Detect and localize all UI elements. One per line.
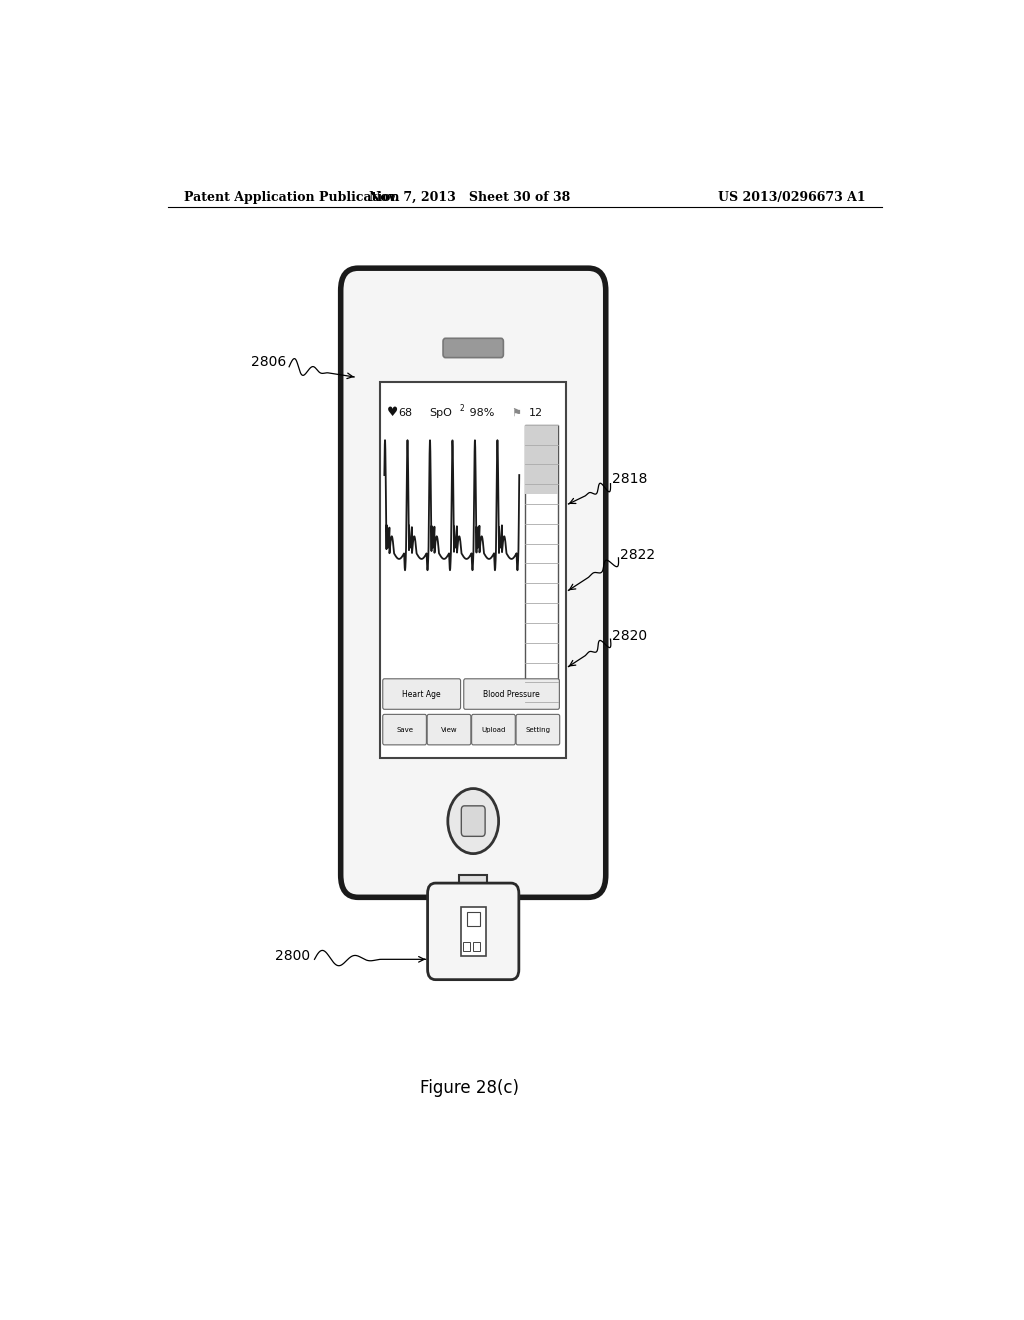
Text: 2820: 2820 bbox=[612, 630, 647, 643]
FancyBboxPatch shape bbox=[443, 338, 504, 358]
Bar bbox=[524, 425, 558, 494]
Text: Figure 28(c): Figure 28(c) bbox=[420, 1080, 519, 1097]
FancyBboxPatch shape bbox=[383, 714, 426, 744]
Text: Save: Save bbox=[396, 726, 413, 733]
Text: ♥: ♥ bbox=[387, 407, 398, 418]
FancyBboxPatch shape bbox=[464, 678, 559, 709]
Text: 2806: 2806 bbox=[251, 355, 287, 368]
Text: Patent Application Publication: Patent Application Publication bbox=[183, 190, 399, 203]
Text: 2818: 2818 bbox=[612, 471, 647, 486]
Bar bbox=[463, 941, 470, 950]
Text: Blood Pressure: Blood Pressure bbox=[483, 689, 540, 698]
FancyBboxPatch shape bbox=[383, 678, 461, 709]
Text: Setting: Setting bbox=[525, 726, 550, 733]
FancyBboxPatch shape bbox=[341, 268, 606, 898]
Text: 2822: 2822 bbox=[620, 548, 655, 562]
FancyBboxPatch shape bbox=[427, 714, 471, 744]
Text: Heart Age: Heart Age bbox=[402, 689, 441, 698]
FancyBboxPatch shape bbox=[516, 714, 560, 744]
FancyBboxPatch shape bbox=[428, 883, 519, 979]
Bar bbox=[461, 907, 486, 956]
Text: 12: 12 bbox=[528, 408, 543, 417]
FancyBboxPatch shape bbox=[472, 714, 515, 744]
Bar bbox=[380, 381, 566, 758]
Text: 2: 2 bbox=[460, 404, 465, 413]
Bar bbox=[460, 875, 487, 894]
Text: ⚑: ⚑ bbox=[511, 408, 521, 417]
Text: US 2013/0296673 A1: US 2013/0296673 A1 bbox=[719, 190, 866, 203]
Text: Nov. 7, 2013   Sheet 30 of 38: Nov. 7, 2013 Sheet 30 of 38 bbox=[369, 190, 570, 203]
Text: 98%: 98% bbox=[466, 408, 495, 417]
Bar bbox=[467, 912, 479, 927]
Text: SpO: SpO bbox=[430, 408, 453, 417]
FancyBboxPatch shape bbox=[461, 805, 485, 837]
Bar bbox=[473, 941, 480, 950]
Text: View: View bbox=[440, 726, 458, 733]
Circle shape bbox=[447, 788, 499, 854]
Text: 68: 68 bbox=[398, 408, 413, 417]
Text: Upload: Upload bbox=[481, 726, 506, 733]
Bar bbox=[524, 425, 558, 702]
Text: 2800: 2800 bbox=[274, 949, 310, 964]
